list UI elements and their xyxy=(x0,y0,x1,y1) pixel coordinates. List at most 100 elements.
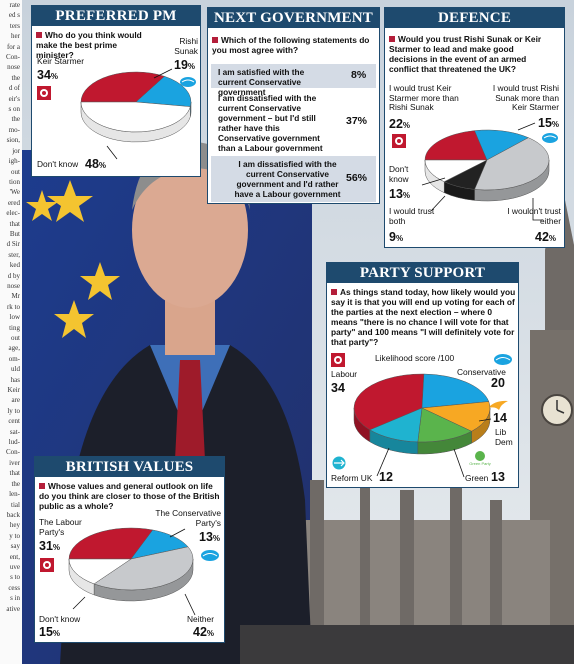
news-strip-line: that xyxy=(9,469,21,478)
libdem-bird-icon xyxy=(488,400,508,410)
news-strip-line: ting xyxy=(9,323,20,332)
label-bv-dont-know: Don't know xyxy=(39,614,81,624)
pie-slice xyxy=(135,76,192,107)
news-strip-line: s in xyxy=(10,594,20,603)
pie-slice xyxy=(421,401,491,432)
news-strip-line: say xyxy=(10,542,20,551)
label-starmer: Keir Starmer xyxy=(37,56,85,66)
pie-slice xyxy=(474,129,529,161)
labour-rose-icon xyxy=(392,134,406,148)
label-green: Green xyxy=(465,473,489,483)
news-strip-line: tion xyxy=(9,177,20,186)
news-strip-line: the xyxy=(11,479,20,488)
next-government-panel: NEXT GOVERNMENT Which of the following s… xyxy=(207,7,380,204)
party-support-title: PARTY SUPPORT xyxy=(327,263,518,283)
label-conservative: Conservative xyxy=(457,367,506,377)
news-strip-line: out xyxy=(11,334,20,342)
news-strip-line: cent xyxy=(8,417,20,426)
parliament-silhouette xyxy=(300,175,574,664)
party-support-leaders xyxy=(376,418,492,478)
value-trust-both: 9% xyxy=(389,230,404,244)
news-strip-line: s to xyxy=(10,573,20,582)
newspaper-text-strip: rate ed s ters her for a Con-nose the d of eir's… xyxy=(0,0,22,664)
news-strip-line: has xyxy=(10,375,20,384)
pie-slice xyxy=(424,159,488,182)
news-strip-line: for a xyxy=(6,42,20,51)
label-trust-starmer: I would trust Keir Starmer more than Ris… xyxy=(389,83,459,112)
pie-slice xyxy=(80,101,191,133)
news-strip-line: eir's xyxy=(8,94,20,103)
news-strip-line: are xyxy=(11,396,20,405)
news-strip-line: 'We xyxy=(9,188,20,197)
british-values-pie xyxy=(68,527,194,602)
news-strip-line: the xyxy=(11,73,20,82)
label-trust-sunak: I would trust Rishi Sunak more than Keir… xyxy=(492,83,559,112)
news-strip-line: the xyxy=(11,115,20,124)
likelihood-subtitle: Likelihood score /100 xyxy=(375,353,455,363)
news-strip-line: uve xyxy=(9,562,20,571)
news-strip-line: ered xyxy=(7,198,20,207)
british-values-panel: BRITISH VALUES Whose values and general … xyxy=(34,456,225,643)
label-bv-neither: Neither xyxy=(187,614,214,624)
statement-text: I am dissatisfied with the current Conse… xyxy=(218,93,323,153)
conservative-tree-icon xyxy=(201,550,219,561)
defence-title: DEFENCE xyxy=(385,8,564,28)
news-strip-line: that xyxy=(9,219,21,228)
statement-row-background xyxy=(211,156,376,202)
news-strip-line: nose xyxy=(7,281,20,290)
value-trust-sunak: 15% xyxy=(538,116,560,130)
statement-value: 56% xyxy=(346,172,368,184)
british-values-title: BRITISH VALUES xyxy=(35,457,224,477)
value-sunak: 19% xyxy=(174,58,196,72)
news-strip-line: uld xyxy=(11,365,20,374)
party-support-question: As things stand today, how likely would … xyxy=(331,287,516,347)
news-strip-line: d by xyxy=(7,271,20,280)
statement-row-background xyxy=(211,64,376,88)
news-strip-line: om- xyxy=(8,354,20,363)
pie-slice xyxy=(93,546,194,591)
pie-slice xyxy=(353,373,425,431)
value-trust-starmer: 22% xyxy=(389,117,411,131)
news-strip-line: ked xyxy=(9,261,20,270)
british-values-leaders xyxy=(72,528,196,616)
news-strip-line: Keir xyxy=(7,386,20,395)
label-bv-conservative: The Conservative Party's xyxy=(155,508,221,528)
news-strip-line: mo- xyxy=(8,125,20,134)
pie-slice xyxy=(421,373,490,409)
value-dont-know: 48% xyxy=(85,157,107,171)
value-trust-neither: 42% xyxy=(535,230,557,244)
preferred-pm-pie xyxy=(80,71,192,143)
value-starmer: 34% xyxy=(37,68,59,82)
label-bv-labour: The Labour Party's xyxy=(39,517,82,537)
defence-question: Would you trust Rishi Sunak or Keir Star… xyxy=(389,34,542,74)
value-bv-neither: 42% xyxy=(193,625,215,639)
crowd xyxy=(240,625,574,664)
value-libdem: 14 xyxy=(493,411,507,425)
news-strip-line: Con- xyxy=(6,53,20,62)
news-strip-line: Con- xyxy=(6,448,20,457)
news-strip-line: But xyxy=(9,229,20,238)
news-strip-line: s on xyxy=(8,105,20,114)
value-labour: 34 xyxy=(331,381,345,395)
news-strip-line: d Sir xyxy=(6,240,20,249)
label-libdem: Lib Dem xyxy=(495,427,513,447)
news-strip-line: out xyxy=(11,167,20,176)
news-strip-line: iver xyxy=(9,458,20,467)
news-strip-line: her xyxy=(11,32,20,41)
news-strip-line: rate xyxy=(9,1,21,9)
party-support-pie xyxy=(353,373,491,455)
value-bv-conservative: 13% xyxy=(199,530,221,544)
news-strip-line: ative xyxy=(6,604,20,613)
news-strip-line: sat- xyxy=(9,427,20,436)
pie-slice xyxy=(417,407,473,443)
pie-slice xyxy=(369,407,423,443)
value-conservative: 20 xyxy=(491,376,505,390)
defence-panel: DEFENCE Would you trust Rishi Sunak or K… xyxy=(384,7,565,248)
news-strip-line: d of xyxy=(8,84,20,93)
label-defence-dont-know: Don't know xyxy=(389,164,409,184)
value-bv-dont-know: 15% xyxy=(39,625,61,639)
british-values-question: Whose values and general outlook on life… xyxy=(39,481,220,511)
news-strip-line: elec- xyxy=(6,209,20,218)
conservative-tree-icon xyxy=(180,77,196,87)
label-labour: Labour xyxy=(331,369,358,379)
